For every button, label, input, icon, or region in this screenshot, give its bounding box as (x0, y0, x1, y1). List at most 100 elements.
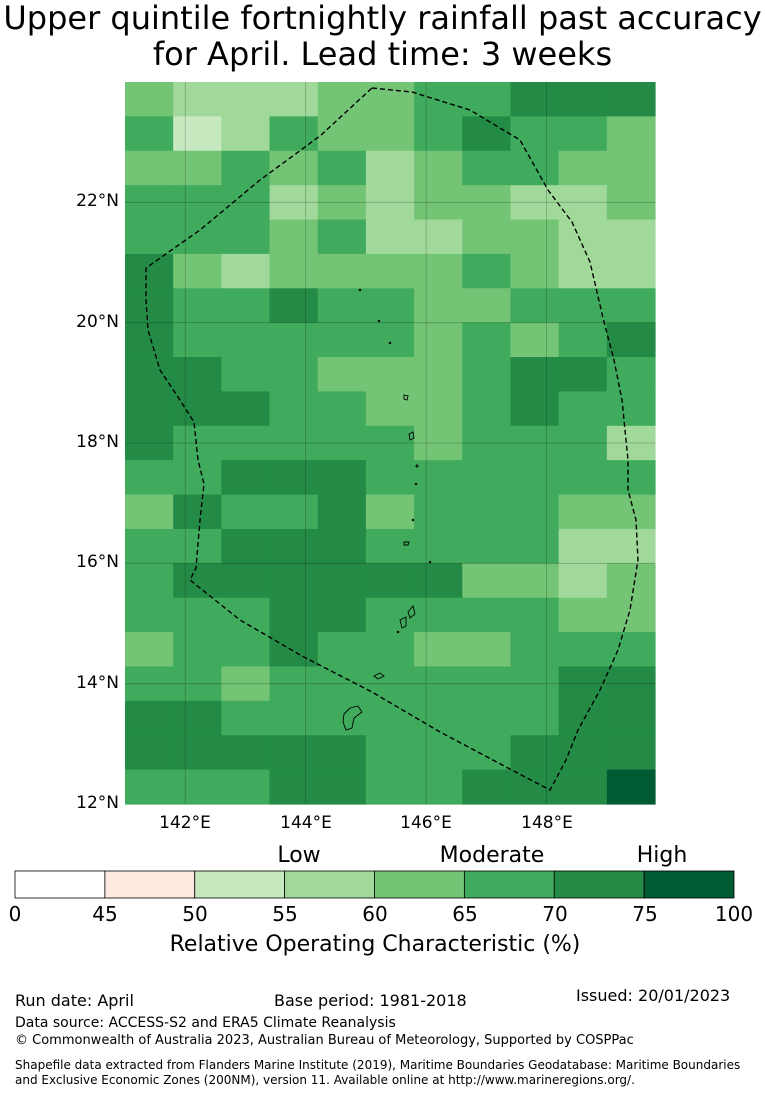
grid-cell (558, 150, 608, 186)
grid-cell (414, 253, 463, 289)
grid-cell (558, 460, 608, 496)
grid-cell (221, 597, 271, 633)
colorbar-tick: 0 (8, 902, 22, 926)
grid-cell (510, 253, 560, 289)
grid-cell (125, 82, 174, 117)
grid-cell (317, 391, 367, 427)
grid-cell (269, 219, 319, 255)
grid-cell (462, 700, 512, 736)
grid-cell (221, 700, 271, 736)
grid-cell (317, 597, 367, 633)
grid-cell (510, 494, 560, 530)
grid-cell (414, 425, 463, 461)
grid-cell (462, 82, 512, 117)
grid-cell (125, 150, 174, 186)
grid-cell (414, 666, 463, 702)
grid-cell (558, 597, 608, 633)
grid-cell (606, 219, 656, 255)
grid-cell (317, 563, 367, 599)
grid-cell (606, 666, 656, 702)
grid-cell (558, 116, 608, 152)
grid-cell (173, 425, 222, 461)
grid-cell (173, 185, 222, 221)
grid-cell (317, 735, 367, 771)
lon-tick-146e: 146°E (400, 813, 452, 833)
grid-cell (221, 494, 271, 530)
grid-cell (269, 185, 319, 221)
grid-cell (414, 735, 463, 771)
colorbar-segment (553, 870, 645, 899)
grid-cell (173, 597, 222, 633)
grid-cell (365, 563, 415, 599)
grid-cell (221, 769, 271, 805)
grid-cell (462, 425, 512, 461)
grid-cell (606, 494, 656, 530)
grid-cell (269, 253, 319, 289)
copyright: © Commonwealth of Australia 2023, Austra… (15, 1033, 634, 1048)
colorbar-segment (194, 870, 286, 899)
grid-cell (269, 769, 319, 805)
grid-cell (125, 391, 174, 427)
grid-cell (125, 253, 174, 289)
grid-cell (558, 563, 608, 599)
grid-cell (462, 597, 512, 633)
colorbar-segment (104, 870, 196, 899)
shapefile-credit-line2: and Exclusive Economic Zones (200NM), ve… (15, 1073, 635, 1087)
grid-cell (414, 528, 463, 564)
grid-cell (317, 494, 367, 530)
grid-cell (317, 632, 367, 668)
grid-cell (221, 288, 271, 324)
island-outlines (342, 288, 432, 731)
grid-cell (558, 357, 608, 393)
grid-cell (606, 700, 656, 736)
grid-cell (221, 253, 271, 289)
grid-cell (558, 735, 608, 771)
grid-cell (606, 425, 656, 461)
level-moderate: Moderate (439, 843, 545, 868)
lon-tick-148e: 148°E (521, 813, 573, 833)
grid-cell (558, 82, 608, 117)
grid-cell (510, 425, 560, 461)
grid-cell (606, 735, 656, 771)
grid-cell (558, 528, 608, 564)
grid-cell (510, 357, 560, 393)
issued-date: Issued: 20/01/2023 (576, 986, 731, 1005)
grid-cell (269, 425, 319, 461)
grid-cell (414, 219, 463, 255)
grid-cell (462, 666, 512, 702)
grid-cell (414, 391, 463, 427)
grid-cell (414, 597, 463, 633)
grid-cell (462, 769, 512, 805)
grid-cell (221, 391, 271, 427)
grid-cell (414, 632, 463, 668)
grid-cell (173, 632, 222, 668)
grid-cell (606, 288, 656, 324)
grid-cell (125, 288, 174, 324)
grid-cell (269, 632, 319, 668)
lat-tick-20n: 20°N (76, 312, 119, 332)
grid-cell (269, 528, 319, 564)
grid-cell (317, 357, 367, 393)
grid-cell (317, 185, 367, 221)
level-high: High (636, 843, 688, 868)
grid-cell (317, 528, 367, 564)
grid-cell (558, 391, 608, 427)
grid-cell (606, 597, 656, 633)
eez-boundary (145, 87, 639, 791)
grid-cell (510, 460, 560, 496)
data-source: Data source: ACCESS-S2 and ERA5 Climate … (15, 1015, 396, 1031)
colorbar-segment (374, 870, 465, 899)
grid-cell (558, 253, 608, 289)
grid-cell (606, 769, 656, 805)
grid-cell (365, 357, 415, 393)
grid-cell (510, 632, 560, 668)
lon-tick-142e: 142°E (159, 813, 211, 833)
grid-cell (173, 769, 222, 805)
grid-cell (606, 528, 656, 564)
grid-cell (125, 425, 174, 461)
grid-cell (510, 735, 560, 771)
shapefile-credit-line1: Shapefile data extracted from Flanders M… (15, 1058, 741, 1072)
grid-cell (125, 219, 174, 255)
grid-cell (558, 185, 608, 221)
grid-cell (365, 116, 415, 152)
